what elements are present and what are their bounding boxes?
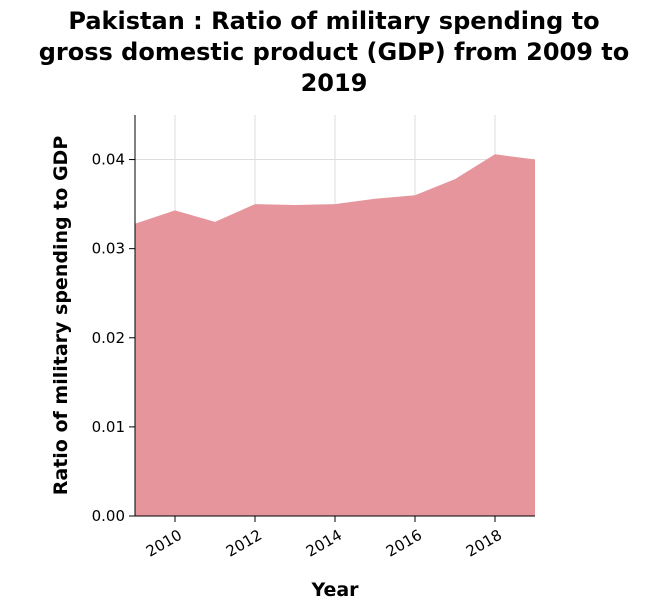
area-layer [135,154,535,516]
x-tick-label: 2016 [383,526,425,561]
y-tick-label: 0.03 [92,240,125,258]
chart-title: Pakistan : Ratio of military spending to… [0,6,668,99]
area-series [135,154,535,516]
chart-title-line-1: Pakistan : Ratio of military spending to [68,7,600,35]
y-axis-title: Ratio of military spending to GDP [50,136,72,496]
y-tick-label: 0.00 [92,507,125,525]
x-tick-label: 2014 [303,526,345,561]
x-tick-label: 2018 [463,526,505,561]
x-tick-label: 2012 [223,526,265,561]
y-tick-label: 0.04 [92,151,125,169]
y-tick-label: 0.02 [92,329,125,347]
chart-title-line-3: 2019 [300,69,368,97]
x-axis-title: Year [310,579,359,601]
chart-title-line-2: gross domestic product (GDP) from 2009 t… [38,38,630,66]
y-tick-label: 0.01 [92,418,125,436]
x-tick-label: 2010 [143,526,185,561]
axes [129,115,535,522]
